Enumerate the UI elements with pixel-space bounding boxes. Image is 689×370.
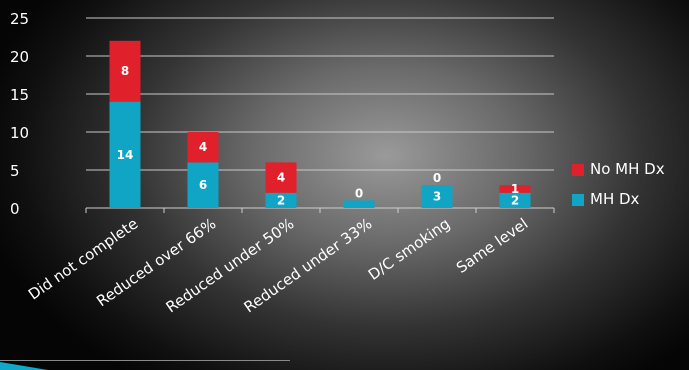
bar-mh-dx (343, 200, 375, 208)
data-label-no-mh-dx: 0 (433, 171, 441, 185)
data-label-mh-dx: 2 (511, 193, 519, 207)
data-label-no-mh-dx: 8 (121, 64, 129, 78)
legend-item-no-mh-dx: No MH Dx (572, 160, 689, 178)
data-label-mh-dx: 3 (433, 190, 441, 204)
y-tick-label: 10 (10, 124, 29, 142)
bar-mh-dx (421, 185, 453, 208)
data-label-mh-dx: 6 (199, 178, 207, 192)
x-category-label: D/C smoking (365, 215, 453, 284)
legend-label-no-mh-dx: No MH Dx (590, 160, 665, 178)
bar-no-mh-dx (499, 185, 531, 193)
slide-corner-accent (0, 362, 48, 370)
bar-mh-dx (265, 192, 297, 208)
x-axis-tick-marks (85, 208, 555, 213)
x-category-label: Same level (453, 215, 531, 277)
x-category-label: Reduced under 50% (163, 215, 298, 317)
bar-mh-dx (499, 192, 531, 208)
y-tick-label: 25 (10, 10, 29, 28)
legend: No MH Dx MH Dx (572, 160, 689, 220)
x-category-label: Reduced under 33% (241, 215, 376, 317)
bar-mh-dx (109, 101, 141, 208)
data-label-no-mh-dx: 0 (355, 186, 363, 200)
bar-no-mh-dx (265, 162, 297, 193)
legend-label-mh-dx: MH Dx (590, 190, 640, 208)
y-tick-label: 5 (10, 162, 20, 180)
data-label-no-mh-dx: 1 (511, 182, 519, 196)
gridlines (86, 17, 554, 171)
data-label-mh-dx: 14 (117, 148, 134, 162)
y-tick-label: 0 (10, 200, 20, 218)
bars (109, 40, 531, 208)
bar-mh-dx (187, 162, 219, 208)
data-label-no-mh-dx: 4 (277, 171, 285, 185)
y-tick-label: 20 (10, 48, 29, 66)
legend-swatch-no-mh-dx (572, 164, 584, 176)
slide-corner-line (0, 360, 290, 361)
bar-no-mh-dx (109, 40, 141, 102)
bar-no-mh-dx (187, 132, 219, 163)
legend-item-mh-dx: MH Dx (572, 190, 689, 208)
y-axis-tick-labels: 0 5 10 15 20 25 (10, 10, 29, 218)
y-tick-label: 15 (10, 86, 29, 104)
data-label-no-mh-dx: 4 (199, 140, 207, 154)
data-label-mh-dx: 2 (277, 193, 285, 207)
legend-swatch-mh-dx (572, 194, 584, 206)
